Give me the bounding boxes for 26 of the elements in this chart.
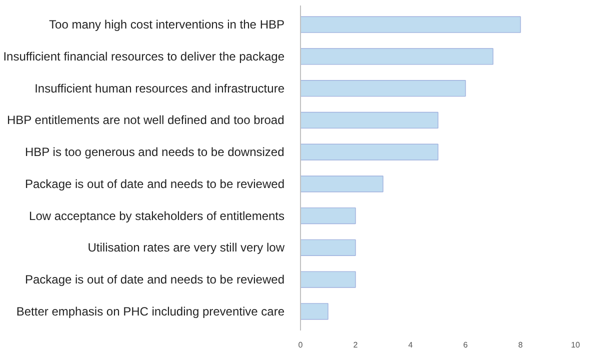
bar [300, 80, 466, 97]
bar [300, 112, 438, 129]
y-tick-label: HBP is too generous and needs to be downsized [24, 145, 284, 160]
x-tick-label: 0 [298, 340, 304, 350]
y-tick-label: Too many high cost interventions in the HBP [49, 18, 285, 32]
bar [300, 271, 356, 288]
y-tick-label: Better emphasis on PHC including preventive care [16, 304, 285, 318]
y-tick-label: Insufficient human resources and infrastructure [34, 81, 285, 96]
bar [300, 207, 356, 224]
bar [300, 48, 494, 65]
y-tick-label: Package is out of date and needs to be reviewed [24, 176, 285, 191]
x-tick-label: 8 [518, 340, 524, 350]
x-tick-label: 10 [571, 340, 580, 350]
bar [300, 16, 521, 33]
y-tick-label: Package is out of date and needs to be reviewed [24, 272, 285, 287]
bar [300, 144, 438, 160]
x-tick-label: 4 [408, 340, 414, 350]
x-tick-label: 2 [353, 340, 358, 350]
y-tick-label: HBP entitlements are not well defined and too broad [6, 113, 284, 128]
y-tick-label: Insufficient financial resources to deliver the package [3, 49, 285, 64]
bar [300, 239, 356, 256]
bar [300, 303, 328, 320]
y-tick-label: Low acceptance by stakeholders of entitlements [29, 208, 285, 223]
y-tick-label: Utilisation rates are very still very low [88, 240, 285, 255]
bar [300, 176, 384, 192]
x-tick-label: 6 [463, 340, 468, 350]
